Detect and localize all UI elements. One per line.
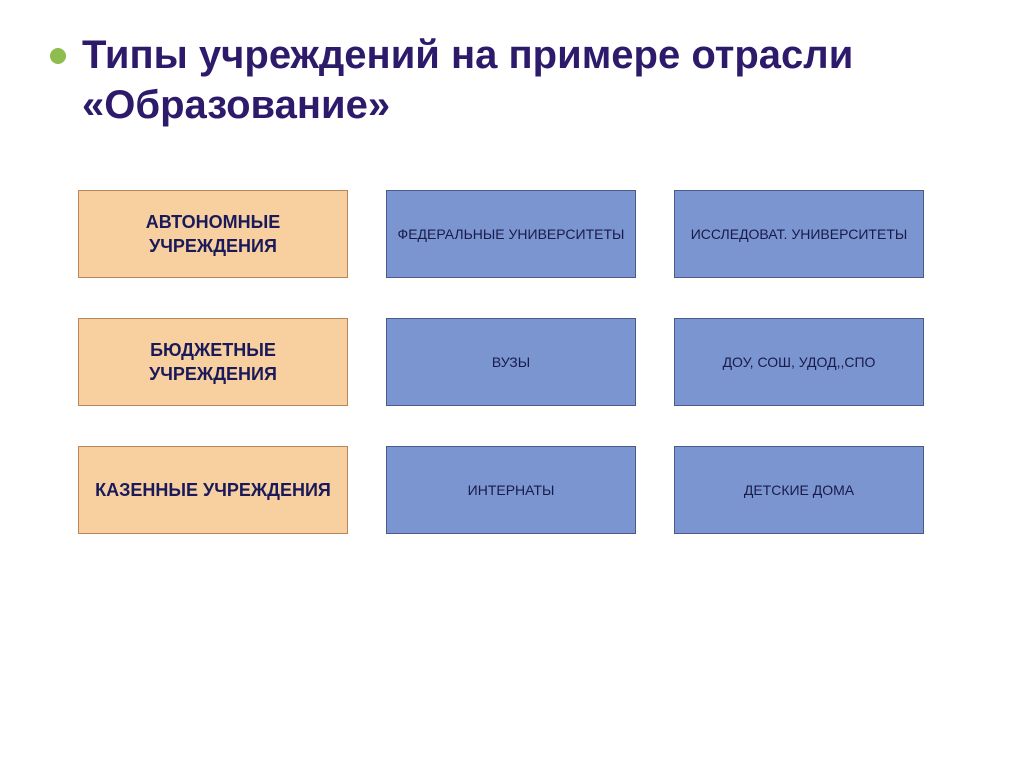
diagram-grid: АВТОНОМНЫЕ УЧРЕЖДЕНИЯ ФЕДЕРАЛЬНЫЕ УНИВЕР… xyxy=(78,190,974,534)
example-box: ВУЗЫ xyxy=(386,318,636,406)
category-box: АВТОНОМНЫЕ УЧРЕЖДЕНИЯ xyxy=(78,190,348,278)
page-title: Типы учреждений на примере отрасли «Обра… xyxy=(82,30,974,130)
table-row: АВТОНОМНЫЕ УЧРЕЖДЕНИЯ ФЕДЕРАЛЬНЫЕ УНИВЕР… xyxy=(78,190,974,278)
example-box: ДЕТСКИЕ ДОМА xyxy=(674,446,924,534)
table-row: БЮДЖЕТНЫЕ УЧРЕЖДЕНИЯ ВУЗЫ ДОУ, СОШ, УДОД… xyxy=(78,318,974,406)
example-box: ИССЛЕДОВАТ. УНИВЕРСИТЕТЫ xyxy=(674,190,924,278)
title-block: Типы учреждений на примере отрасли «Обра… xyxy=(50,30,974,130)
example-box: ИНТЕРНАТЫ xyxy=(386,446,636,534)
category-box: КАЗЕННЫЕ УЧРЕЖДЕНИЯ xyxy=(78,446,348,534)
example-box: ФЕДЕРАЛЬНЫЕ УНИВЕРСИТЕТЫ xyxy=(386,190,636,278)
title-bullet xyxy=(50,48,66,64)
example-box: ДОУ, СОШ, УДОД,,СПО xyxy=(674,318,924,406)
table-row: КАЗЕННЫЕ УЧРЕЖДЕНИЯ ИНТЕРНАТЫ ДЕТСКИЕ ДО… xyxy=(78,446,974,534)
category-box: БЮДЖЕТНЫЕ УЧРЕЖДЕНИЯ xyxy=(78,318,348,406)
